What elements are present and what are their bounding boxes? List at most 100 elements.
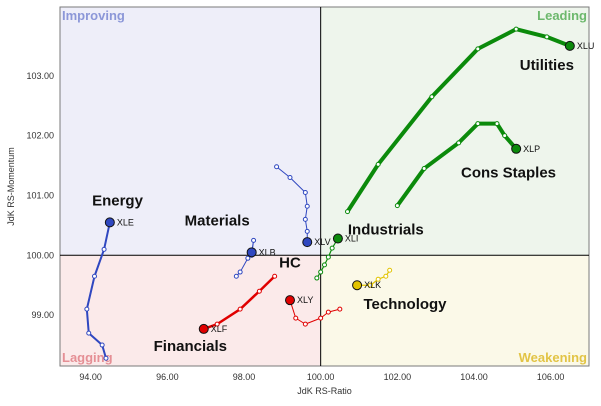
head-point	[564, 40, 575, 51]
tail-point	[302, 189, 308, 195]
tail-point	[302, 321, 308, 327]
tail-point	[237, 269, 243, 275]
head-point	[352, 280, 363, 291]
x-tick-label: 106.00	[537, 372, 565, 382]
head-point	[285, 295, 295, 306]
sector-label: Technology	[363, 296, 447, 313]
x-tick-label: 98.00	[233, 372, 256, 382]
tail-point	[345, 209, 350, 215]
x-tick-label: 94.00	[79, 372, 102, 382]
y-tick-label: 102.00	[26, 131, 54, 141]
tail-point	[314, 275, 320, 281]
tail-point	[368, 282, 373, 288]
symbol-label: XLB	[259, 247, 276, 257]
sector-label: Financials	[154, 338, 227, 355]
head-point	[246, 247, 257, 258]
tail-point	[475, 121, 481, 127]
y-tick-label: 99.00	[31, 310, 54, 320]
head-point	[511, 143, 522, 154]
head-point	[302, 237, 313, 248]
symbol-label: XLK	[364, 280, 381, 290]
tail-point	[429, 94, 435, 100]
tail-point	[99, 342, 105, 348]
tail-point	[233, 273, 239, 279]
head-point	[332, 233, 343, 244]
tail-point	[421, 166, 427, 172]
y-tick-label: 100.00	[26, 250, 54, 260]
x-axis-title: JdK RS-Ratio	[297, 386, 352, 396]
tail-point	[293, 315, 299, 321]
tail-point	[251, 237, 257, 243]
head-point	[198, 323, 209, 334]
sector-label: Materials	[185, 212, 250, 229]
tail-point	[383, 273, 389, 279]
tail-point	[456, 140, 462, 146]
tail-point	[92, 273, 97, 279]
series-xly: XLY	[285, 295, 343, 327]
tail-point	[325, 254, 331, 260]
quadrant-label-improving: Improving	[62, 8, 125, 23]
x-tick-label: 102.00	[384, 372, 412, 382]
tail-point	[272, 273, 278, 279]
tail-point	[325, 309, 331, 315]
plot-frame	[59, 6, 590, 367]
sector-label: Energy	[92, 193, 144, 210]
tail-point	[318, 269, 324, 275]
symbol-label: XLU	[577, 41, 595, 51]
x-tick-label: 104.00	[460, 372, 488, 382]
series-xle: XLE Energy	[84, 193, 144, 361]
tail-point	[302, 216, 308, 222]
symbol-label: XLP	[523, 144, 540, 154]
tail-point	[394, 203, 400, 209]
tail-point	[256, 288, 262, 294]
series-xlk: XLK Technology	[352, 267, 447, 313]
quadrant-label-leading: Leading	[537, 8, 587, 23]
y-tick-label: 101.00	[26, 190, 54, 200]
tail-point	[214, 321, 220, 327]
quadrant-label-weakening: Weakening	[519, 350, 587, 365]
tail-point	[274, 164, 280, 170]
symbol-label: XLY	[297, 295, 313, 305]
symbol-label: XLF	[211, 324, 228, 334]
x-tick-label: 100.00	[307, 372, 335, 382]
tail-point	[304, 228, 310, 234]
tail-point	[101, 246, 107, 252]
series-xlp: XLP Cons Staples	[394, 121, 556, 209]
tail-point	[237, 306, 243, 312]
tail-point	[337, 306, 343, 312]
y-tick-label: 103.00	[26, 71, 54, 81]
tail-point	[494, 121, 500, 127]
symbol-label: XLV	[314, 237, 330, 247]
quadrant-label-lagging: Lagging	[62, 350, 113, 365]
tail-point	[375, 161, 381, 167]
tail-point	[502, 133, 508, 139]
sector-label: HC	[279, 254, 301, 271]
y-axis-title: JdK RS-Momentum	[6, 147, 16, 226]
symbol-label: XLI	[345, 234, 359, 244]
sector-label: Cons Staples	[461, 165, 556, 182]
sector-label: Utilities	[520, 57, 574, 74]
head-point	[104, 217, 115, 228]
tail-point	[322, 262, 327, 268]
tail-point	[329, 245, 335, 251]
tail-point	[287, 175, 293, 181]
x-tick-label: 96.00	[156, 372, 179, 382]
series-xlv: XLV HC	[274, 164, 331, 271]
tail-point	[475, 46, 481, 52]
tail-point	[304, 203, 310, 209]
tail-point	[103, 355, 109, 361]
symbol-label: XLE	[117, 217, 134, 227]
series-xlb: XLB Materials	[185, 212, 276, 279]
quadrant-backgrounds	[60, 7, 589, 366]
series-xlf: XLF Financials	[154, 273, 278, 355]
tail-point	[86, 330, 92, 336]
tail-point	[84, 306, 90, 312]
tail-point	[245, 255, 251, 261]
quadrant-improving	[60, 7, 321, 256]
sector-label: Industrials	[348, 221, 424, 238]
tail-point	[513, 26, 519, 32]
